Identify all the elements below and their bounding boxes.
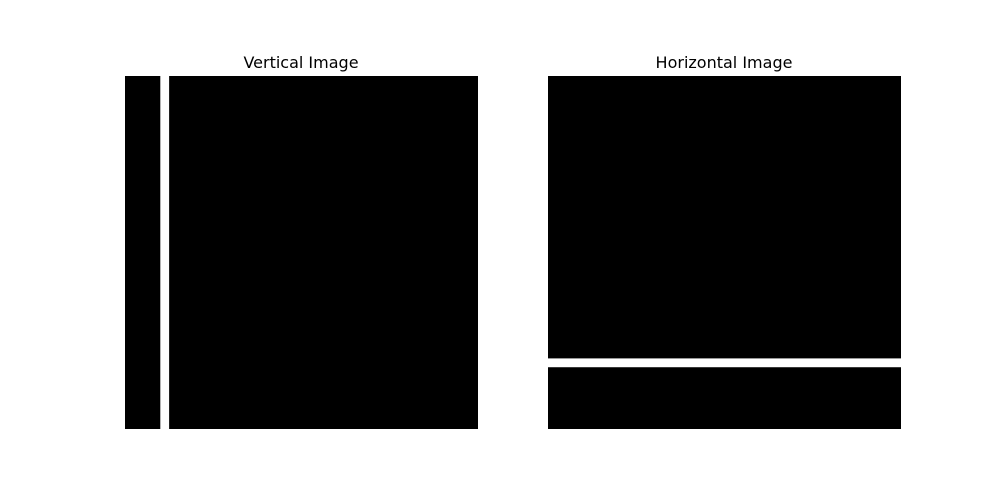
vertical-image-background: [125, 76, 478, 429]
vertical-image-panel: [125, 76, 478, 429]
horizontal-image-background: [548, 76, 901, 429]
horizontal-image-panel: [548, 76, 901, 429]
horizontal-bright-line: [548, 358, 901, 368]
vertical-bright-line: [160, 76, 170, 429]
vertical-image-title: Vertical Image: [243, 53, 358, 72]
horizontal-image-title: Horizontal Image: [656, 53, 793, 72]
